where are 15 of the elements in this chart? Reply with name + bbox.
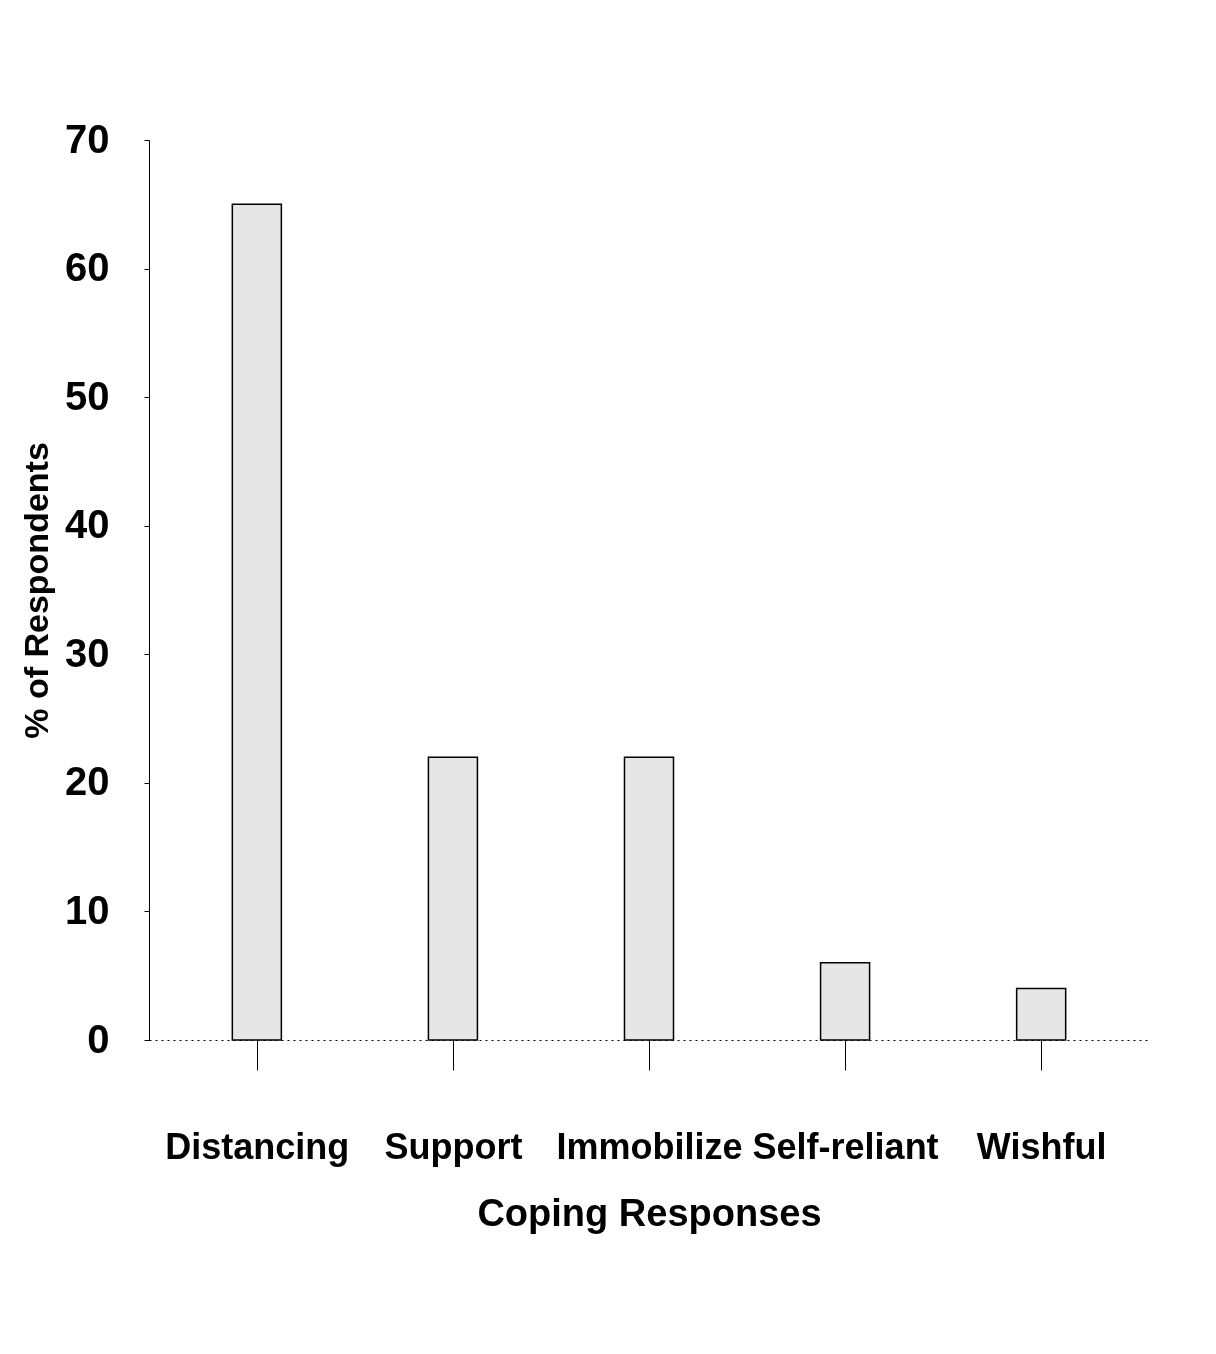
x-tick-label: Wishful <box>976 1125 1107 1167</box>
y-tick-label: 0 <box>87 1016 110 1061</box>
y-tick-label: 20 <box>65 759 110 804</box>
y-tick-label: 10 <box>65 887 110 932</box>
y-tick-label: 40 <box>65 502 110 547</box>
y-tick-label: 50 <box>65 373 110 418</box>
x-tick-label: Distancing <box>165 1125 350 1167</box>
x-tick-label: Support <box>384 1125 523 1167</box>
x-tick-label: Immobilize <box>556 1125 743 1167</box>
x-axis-title: Coping Responses <box>477 1191 822 1234</box>
y-tick-label: 60 <box>65 245 110 290</box>
y-axis-title: % of Respondents <box>17 442 56 739</box>
y-tick-label: 30 <box>65 630 110 675</box>
y-tick-label: 70 <box>65 116 110 161</box>
x-tick-label: Self-reliant <box>752 1125 939 1167</box>
